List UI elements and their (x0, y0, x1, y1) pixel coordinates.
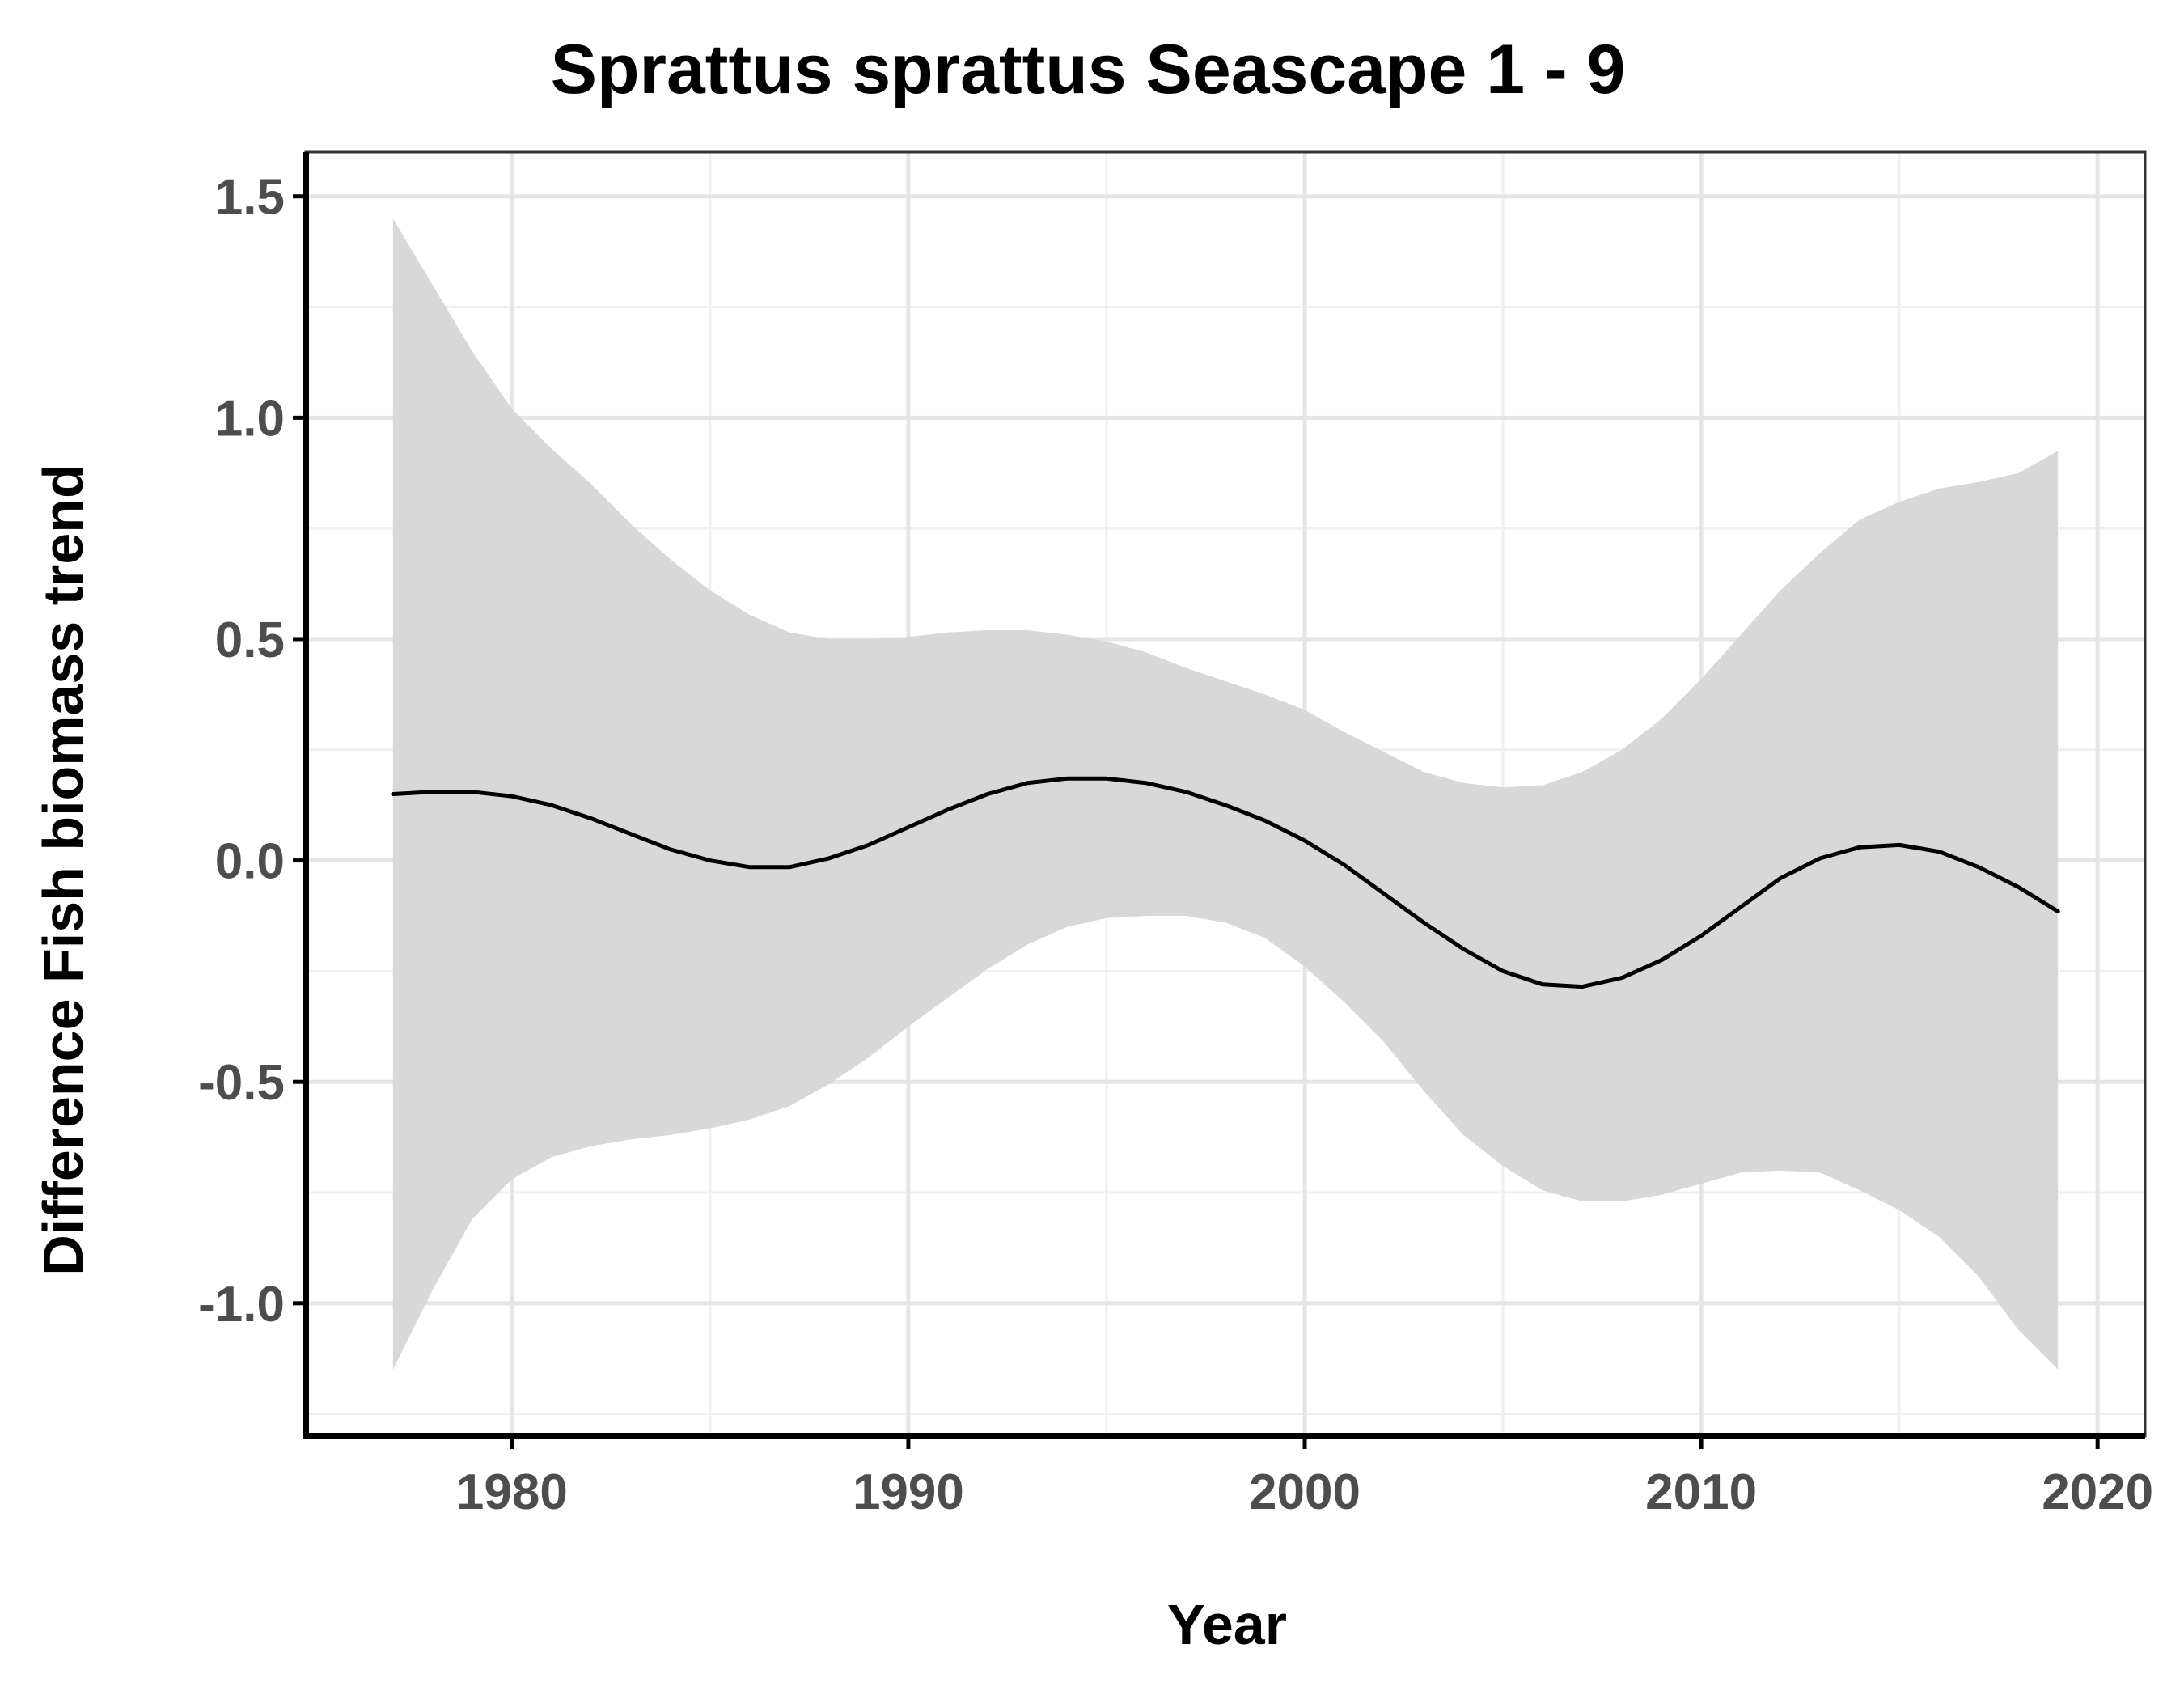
x-tick-label: 1980 (456, 1464, 568, 1520)
y-tick-label: 1.0 (215, 391, 285, 447)
x-tick-label: 1990 (853, 1464, 964, 1520)
trend-line-layer (391, 776, 2060, 989)
confidence-band (392, 218, 2059, 1370)
y-axis-title: Difference Fish biomass trend (32, 464, 95, 1276)
x-tick-label: 2010 (1645, 1464, 1757, 1520)
x-axis-ticks: 1980 1990 2000 2010 2020 (456, 1436, 2153, 1520)
x-tick-label: 2000 (1249, 1464, 1361, 1520)
y-tick-label: 0.5 (215, 612, 285, 668)
x-tick-label: 2020 (2042, 1464, 2153, 1520)
y-tick-label: 0.0 (215, 834, 285, 890)
confidence-band-layer (392, 218, 2059, 1370)
y-tick-label: -0.5 (198, 1055, 285, 1111)
chart-title: Sprattus sprattus Seascape 1 - 9 (551, 31, 1626, 108)
y-tick-label: 1.5 (215, 170, 285, 226)
trend-line (391, 776, 2060, 989)
y-tick-label: -1.0 (198, 1277, 285, 1333)
x-axis-title: Year (1167, 1593, 1287, 1656)
y-axis-ticks: -1.0 -0.5 0.0 0.5 1.0 1.5 (198, 170, 306, 1333)
